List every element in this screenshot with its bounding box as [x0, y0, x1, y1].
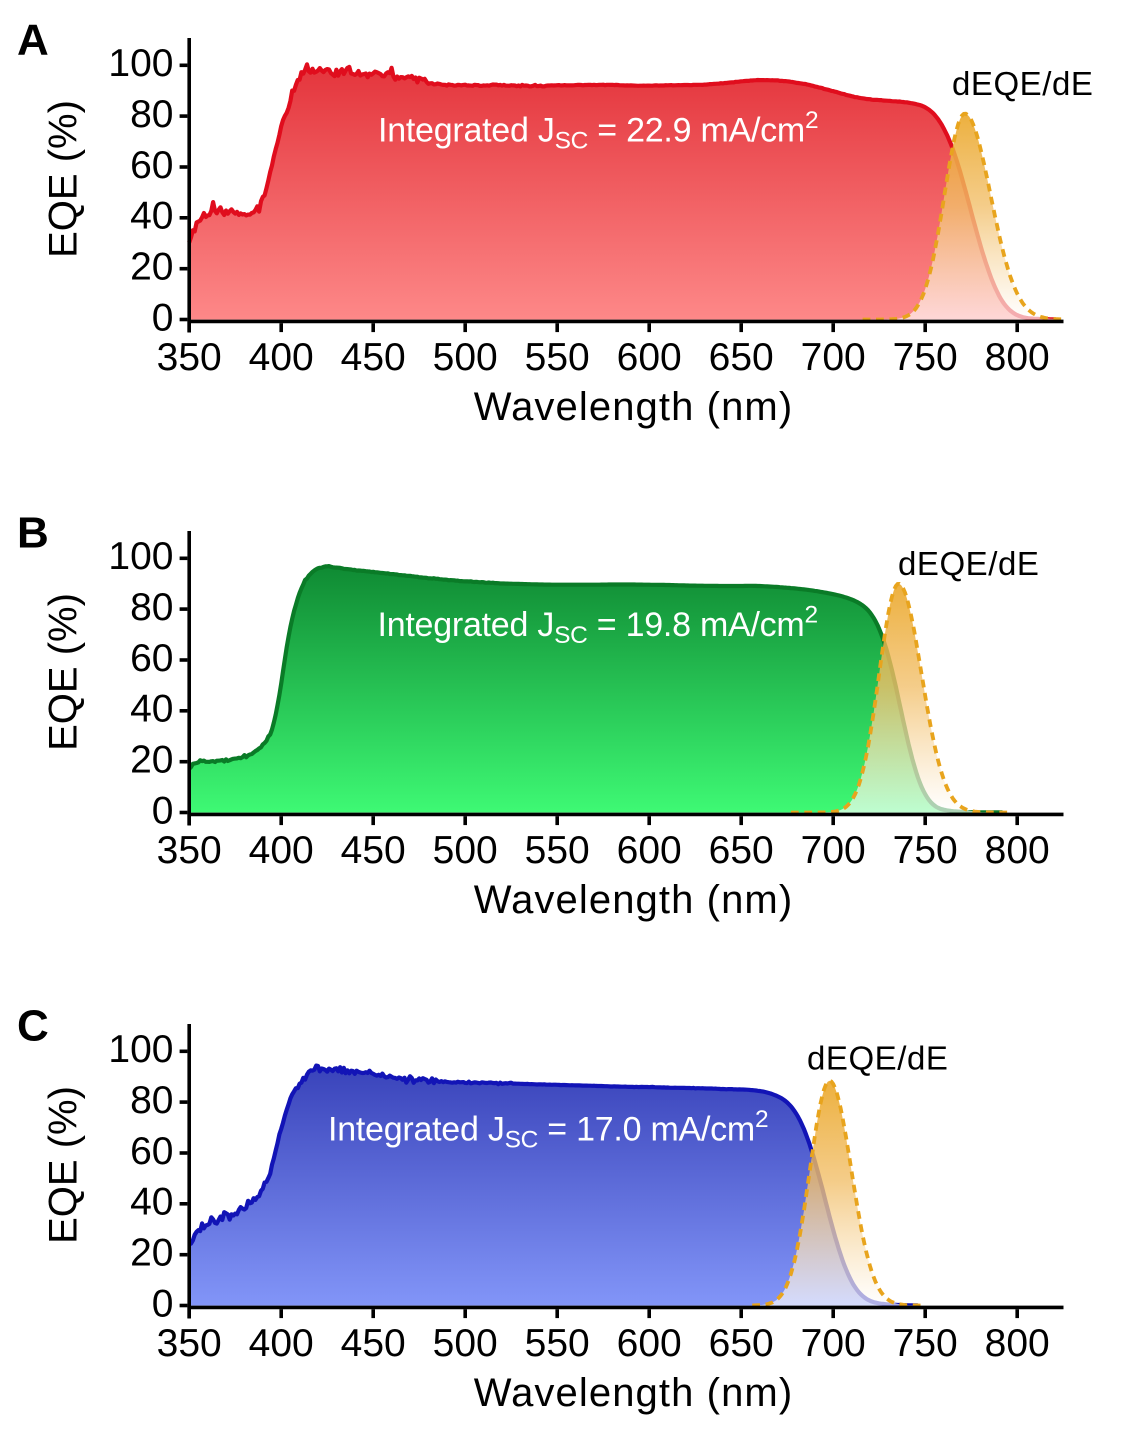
svg-text:650: 650 [709, 1322, 774, 1365]
svg-text:500: 500 [433, 829, 498, 872]
svg-text:650: 650 [709, 829, 774, 872]
svg-text:B: B [17, 509, 49, 558]
svg-text:350: 350 [157, 336, 222, 379]
svg-text:400: 400 [249, 336, 314, 379]
svg-text:Integrated JSC = 17.0 mA/cm2: Integrated JSC = 17.0 mA/cm2 [328, 1106, 768, 1154]
svg-text:550: 550 [525, 1322, 590, 1365]
svg-text:500: 500 [433, 336, 498, 379]
svg-text:dEQE/dE: dEQE/dE [898, 545, 1039, 582]
svg-text:EQE (%): EQE (%) [42, 1086, 86, 1244]
svg-text:450: 450 [341, 829, 406, 872]
svg-text:750: 750 [893, 1322, 958, 1365]
svg-text:40: 40 [130, 1181, 173, 1224]
svg-text:350: 350 [157, 1322, 222, 1365]
svg-text:Integrated JSC = 22.9 mA/cm2: Integrated JSC = 22.9 mA/cm2 [378, 107, 818, 155]
svg-text:500: 500 [433, 1322, 498, 1365]
svg-text:700: 700 [801, 336, 866, 379]
svg-text:80: 80 [130, 1079, 173, 1122]
svg-text:750: 750 [893, 336, 958, 379]
svg-text:20: 20 [130, 1232, 173, 1275]
svg-text:450: 450 [341, 336, 406, 379]
svg-text:40: 40 [130, 688, 173, 731]
svg-text:40: 40 [130, 195, 173, 238]
svg-text:650: 650 [709, 336, 774, 379]
svg-text:800: 800 [985, 336, 1050, 379]
svg-text:800: 800 [985, 1322, 1050, 1365]
svg-text:20: 20 [130, 246, 173, 289]
svg-text:20: 20 [130, 739, 173, 782]
svg-text:A: A [17, 16, 49, 65]
svg-text:60: 60 [130, 144, 173, 187]
svg-text:0: 0 [152, 296, 174, 339]
svg-text:400: 400 [249, 1322, 314, 1365]
svg-text:60: 60 [130, 637, 173, 680]
svg-text:Wavelength (nm): Wavelength (nm) [474, 878, 794, 922]
svg-text:EQE (%): EQE (%) [42, 100, 86, 258]
svg-text:0: 0 [152, 789, 174, 832]
svg-text:0: 0 [152, 1282, 174, 1325]
svg-text:600: 600 [617, 1322, 682, 1365]
svg-text:450: 450 [341, 1322, 406, 1365]
svg-text:Wavelength (nm): Wavelength (nm) [474, 1371, 794, 1415]
svg-text:C: C [17, 1002, 49, 1051]
svg-text:Integrated JSC = 19.8 mA/cm2: Integrated JSC = 19.8 mA/cm2 [378, 602, 818, 650]
svg-text:800: 800 [985, 829, 1050, 872]
svg-text:60: 60 [130, 1130, 173, 1173]
svg-text:dEQE/dE: dEQE/dE [807, 1040, 948, 1077]
svg-text:EQE (%): EQE (%) [42, 593, 86, 751]
svg-text:400: 400 [249, 829, 314, 872]
svg-text:700: 700 [801, 829, 866, 872]
svg-text:80: 80 [130, 586, 173, 629]
svg-text:100: 100 [108, 535, 173, 578]
svg-text:dEQE/dE: dEQE/dE [952, 65, 1093, 102]
svg-text:Wavelength (nm): Wavelength (nm) [474, 385, 794, 429]
svg-text:750: 750 [893, 829, 958, 872]
svg-text:700: 700 [801, 1322, 866, 1365]
svg-text:100: 100 [108, 1028, 173, 1071]
svg-text:100: 100 [108, 42, 173, 85]
svg-text:600: 600 [617, 829, 682, 872]
svg-text:550: 550 [525, 829, 590, 872]
svg-text:550: 550 [525, 336, 590, 379]
svg-text:600: 600 [617, 336, 682, 379]
svg-text:350: 350 [157, 829, 222, 872]
svg-text:80: 80 [130, 93, 173, 136]
